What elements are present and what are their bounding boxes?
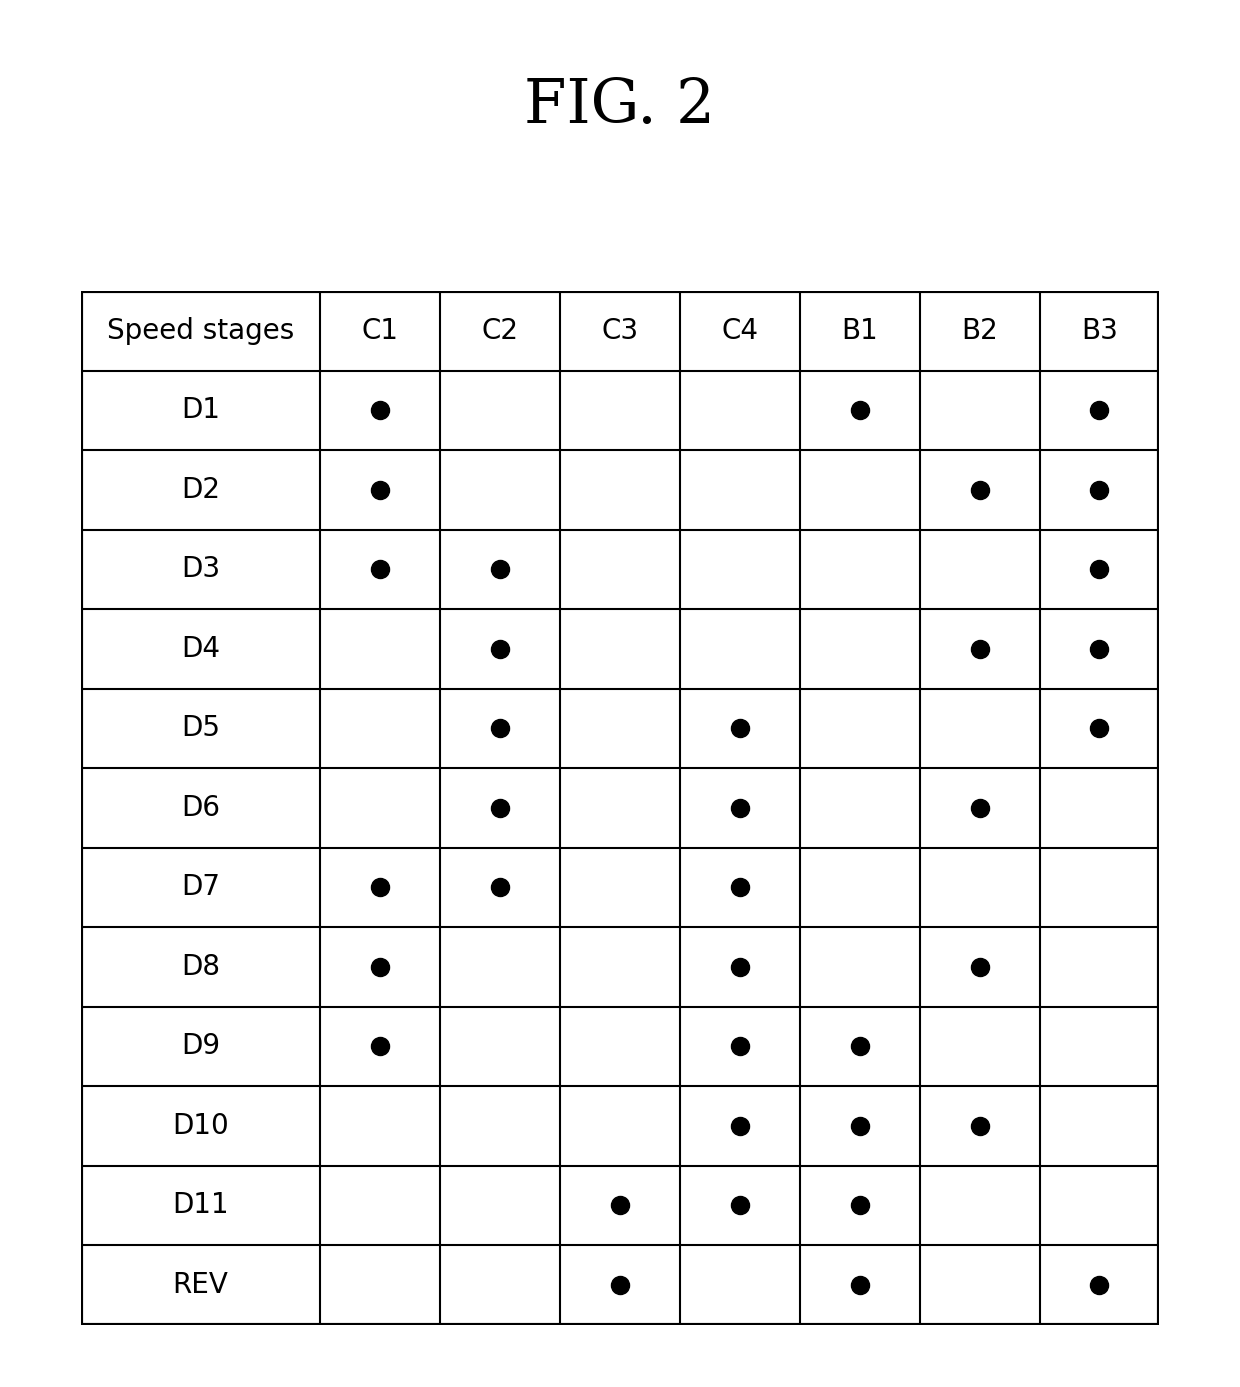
Text: D6: D6 <box>181 793 219 822</box>
Text: D4: D4 <box>181 635 219 663</box>
Text: D8: D8 <box>181 953 219 981</box>
Text: C4: C4 <box>722 318 759 345</box>
Text: B1: B1 <box>842 318 878 345</box>
Text: D2: D2 <box>181 476 219 503</box>
Text: D11: D11 <box>172 1191 228 1219</box>
Text: FIG. 2: FIG. 2 <box>525 76 715 136</box>
Text: C3: C3 <box>601 318 639 345</box>
Text: Speed stages: Speed stages <box>107 318 294 345</box>
Text: B2: B2 <box>961 318 998 345</box>
Text: D5: D5 <box>181 714 219 742</box>
Text: B3: B3 <box>1081 318 1118 345</box>
Text: REV: REV <box>172 1270 228 1298</box>
Text: D1: D1 <box>181 397 219 424</box>
Text: D9: D9 <box>181 1032 219 1061</box>
Text: D3: D3 <box>181 555 219 584</box>
Text: C2: C2 <box>481 318 518 345</box>
Text: C1: C1 <box>362 318 399 345</box>
Text: D7: D7 <box>181 874 219 902</box>
Text: D10: D10 <box>172 1112 229 1140</box>
